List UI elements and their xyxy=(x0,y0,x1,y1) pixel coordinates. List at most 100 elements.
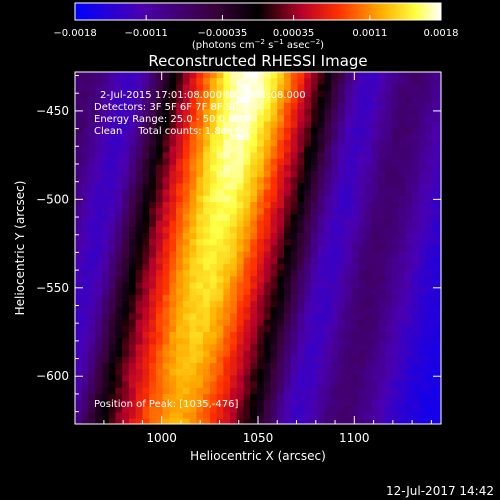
heatmap-cell xyxy=(108,109,117,116)
heatmap-cell xyxy=(385,425,392,432)
heatmap-cell xyxy=(425,202,433,209)
heatmap-cell xyxy=(270,208,278,215)
heatmap-cell xyxy=(196,158,204,166)
heatmap-cell xyxy=(230,400,238,407)
heatmap-cell xyxy=(230,332,238,339)
heatmap-cell xyxy=(378,381,386,389)
heatmap-cell xyxy=(310,171,319,178)
heatmap-cell xyxy=(88,96,96,104)
heatmap-cell xyxy=(304,202,312,209)
heatmap-cell xyxy=(425,102,433,110)
heatmap-cell xyxy=(297,121,305,129)
heatmap-cell xyxy=(358,239,366,246)
heatmap-cell xyxy=(439,251,441,259)
heatmap-cell xyxy=(101,356,110,364)
heatmap-cell xyxy=(277,362,285,370)
heatmap-cell xyxy=(378,183,386,191)
heatmap-cell xyxy=(176,232,184,240)
heatmap-cell xyxy=(162,381,170,389)
heatmap-cell xyxy=(216,412,224,420)
heatmap-cell xyxy=(236,202,245,209)
heatmap-cell xyxy=(358,307,366,315)
heatmap-cell xyxy=(216,84,224,92)
heatmap-cell xyxy=(81,356,90,364)
heatmap-cell xyxy=(128,239,137,246)
heatmap-cell xyxy=(162,375,170,383)
heatmap-cell xyxy=(297,214,305,222)
heatmap-cell xyxy=(331,164,339,172)
heatmap-cell xyxy=(182,208,191,215)
heatmap-cell xyxy=(189,276,197,284)
heatmap-cell xyxy=(250,263,258,271)
heatmap-cell xyxy=(263,96,272,104)
heatmap-cell xyxy=(425,195,433,203)
colorbar-tick-label: 0.0011 xyxy=(352,28,387,39)
heatmap-cell xyxy=(391,109,400,116)
heatmap-cell xyxy=(432,90,440,98)
heatmap-cell xyxy=(115,301,123,308)
heatmap-cell xyxy=(337,226,346,234)
heatmap-cell xyxy=(230,164,238,172)
heatmap-cell xyxy=(223,251,231,259)
heatmap-cell xyxy=(182,313,191,321)
heatmap-cell xyxy=(115,288,123,296)
heatmap-cell xyxy=(236,195,245,203)
heatmap-cell xyxy=(304,152,312,160)
heatmap-cell xyxy=(270,257,278,265)
heatmap-cell xyxy=(412,78,420,85)
heatmap-cell xyxy=(81,96,90,104)
heatmap-cell xyxy=(364,152,373,160)
heatmap-cell xyxy=(182,263,191,271)
heatmap-cell xyxy=(236,307,245,315)
heatmap-cell xyxy=(128,350,137,358)
heatmap-cell xyxy=(418,313,427,321)
heatmap-cell xyxy=(81,152,90,160)
heatmap-cell xyxy=(162,102,170,110)
heatmap-cell xyxy=(169,183,177,191)
heatmap-cell xyxy=(189,313,197,321)
heatmap-cell xyxy=(270,418,278,424)
heatmap-cell xyxy=(169,307,177,315)
heatmap-cell xyxy=(439,133,441,141)
heatmap-cell xyxy=(412,375,420,383)
heatmap-cell xyxy=(115,183,123,191)
heatmap-cell xyxy=(108,350,117,358)
heatmap-cell xyxy=(122,245,130,253)
heatmap-cell xyxy=(344,313,353,321)
heatmap-cell xyxy=(284,72,292,79)
heatmap-cell xyxy=(432,164,440,172)
heatmap-cell xyxy=(216,387,224,395)
heatmap-cell xyxy=(317,332,326,339)
heatmap-cell xyxy=(196,146,204,154)
heatmap-cell xyxy=(405,90,413,98)
heatmap-cell xyxy=(439,381,441,389)
heatmap-cell xyxy=(371,152,379,160)
heatmap-cell xyxy=(189,96,197,104)
heatmap-cell xyxy=(412,393,420,401)
heatmap-cell xyxy=(169,226,177,234)
heatmap-cell xyxy=(223,90,231,98)
heatmap-cell xyxy=(418,344,427,352)
heatmap-cell xyxy=(351,344,359,352)
heatmap-cell xyxy=(412,276,420,284)
heatmap-cell xyxy=(290,226,299,234)
heatmap-cell xyxy=(425,418,433,424)
heatmap-cell xyxy=(128,220,137,228)
heatmap-cell xyxy=(95,393,103,401)
heatmap-cell xyxy=(418,263,427,271)
heatmap-cell xyxy=(371,78,379,85)
heatmap-cell xyxy=(398,418,406,424)
heatmap-cell xyxy=(263,282,272,290)
heatmap-cell xyxy=(270,381,278,389)
heatmap-cell xyxy=(81,202,90,209)
heatmap-cell xyxy=(243,72,251,79)
heatmap-cell xyxy=(135,121,144,129)
heatmap-cell xyxy=(418,232,427,240)
heatmap-cell xyxy=(196,276,204,284)
heatmap-cell xyxy=(88,344,96,352)
heatmap-cell xyxy=(358,208,366,215)
heatmap-cell xyxy=(176,152,184,160)
heatmap-cell xyxy=(290,418,299,424)
heatmap-cell xyxy=(128,72,137,79)
heatmap-cell xyxy=(142,245,150,253)
